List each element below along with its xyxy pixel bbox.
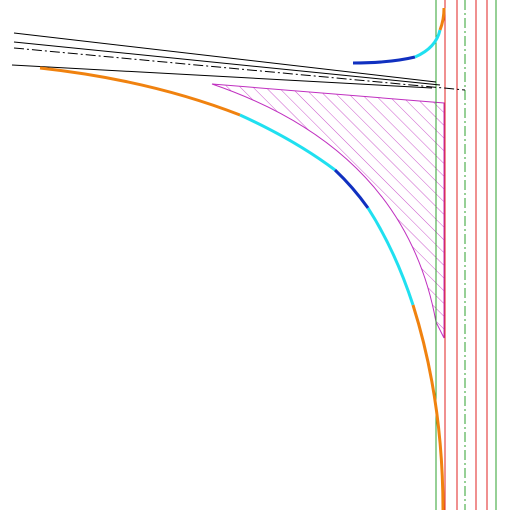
curb-curve	[39, 66, 445, 510]
corner-curve	[352, 7, 446, 65]
side-road	[11, 32, 466, 91]
curve-segment	[352, 55, 416, 65]
road-line	[11, 64, 433, 89]
hatched-island	[211, 83, 445, 339]
curve-segment	[438, 7, 446, 31]
curve-segment	[411, 304, 445, 510]
curve-segment	[39, 66, 241, 117]
road-line	[13, 32, 437, 83]
road-line	[13, 41, 441, 86]
curve-segment	[333, 168, 370, 209]
curve-segment	[239, 113, 336, 172]
curve-segment	[366, 207, 415, 306]
curve-segment	[414, 29, 442, 59]
road-center-line	[13, 47, 466, 91]
